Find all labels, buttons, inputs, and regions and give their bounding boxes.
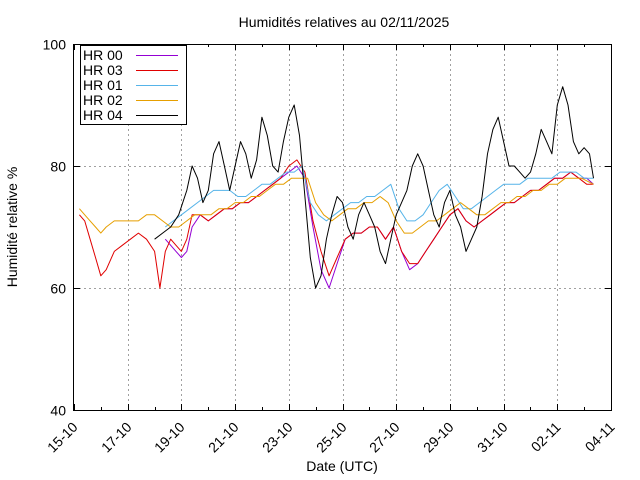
x-tick-label: 19-10 (151, 419, 188, 456)
legend-label: HR 02 (83, 92, 123, 108)
series-line-hr-04 (154, 86, 594, 289)
legend-label: HR 00 (83, 47, 123, 63)
series-layer (79, 86, 594, 289)
x-tick-label: 17-10 (98, 419, 135, 456)
series-line-hr-02 (79, 177, 594, 234)
y-tick-label: 80 (50, 159, 66, 175)
x-tick-label: 04-11 (582, 419, 618, 455)
series-line-hr-03 (79, 159, 594, 289)
y-tick-label: 60 (50, 281, 66, 297)
y-axis: 40 60 80 100 (43, 37, 611, 419)
chart-title: Humidités relatives au 02/11/2025 (239, 14, 450, 30)
series-line-hr-00 (164, 165, 594, 289)
x-tick-label: 31-10 (474, 419, 511, 456)
x-tick-label: 15-10 (44, 419, 81, 456)
x-tick-label: 21-10 (205, 419, 242, 456)
x-tick-label: 25-10 (313, 419, 350, 456)
legend-label: HR 04 (83, 107, 123, 123)
series-line-hr-01 (164, 165, 594, 228)
y-tick-label: 40 (50, 403, 66, 419)
x-tick-label: 02-11 (528, 419, 564, 455)
x-tick-label: 23-10 (259, 419, 296, 456)
x-axis-label: Date (UTC) (306, 458, 378, 474)
legend-label: HR 03 (83, 62, 123, 78)
y-axis-label: Humidité relative % (4, 167, 20, 288)
y-tick-label: 100 (43, 37, 67, 53)
legend-label: HR 01 (83, 77, 123, 93)
plot-frame (73, 44, 612, 411)
x-tick-label: 27-10 (366, 419, 403, 456)
x-tick-label: 29-10 (420, 419, 457, 456)
